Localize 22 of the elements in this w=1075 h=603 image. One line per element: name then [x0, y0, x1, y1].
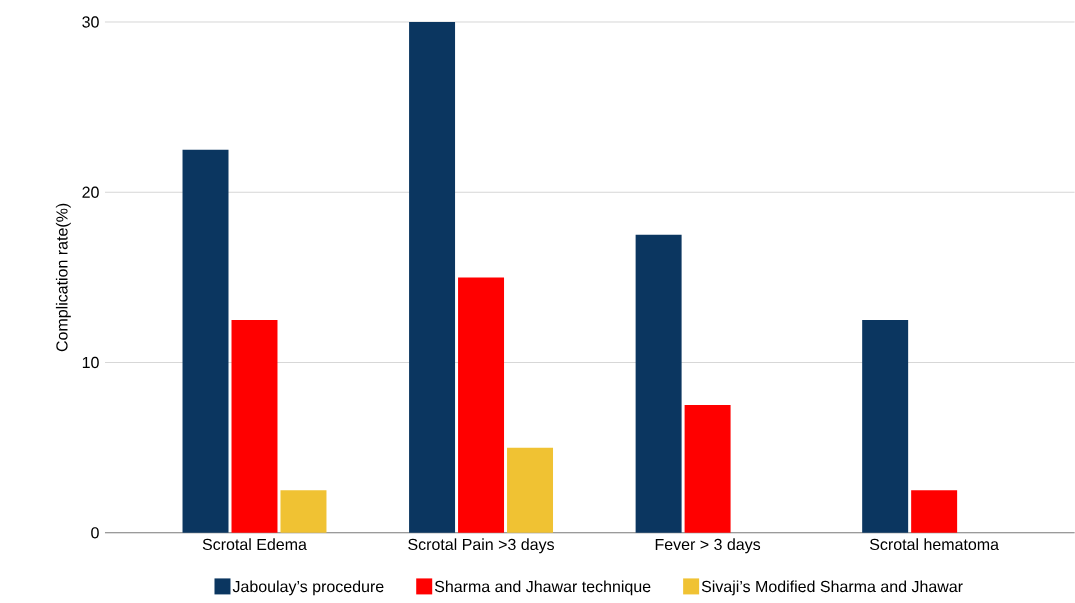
x-tick-label: Scrotal Edema — [202, 538, 307, 551]
bar — [911, 490, 958, 533]
bar — [862, 320, 909, 533]
bar — [507, 447, 554, 533]
bar — [280, 490, 327, 533]
bar — [409, 22, 456, 533]
x-tick-label: Fever > 3 days — [655, 538, 761, 554]
x-tick-label: Scrotal Pain >3 days — [408, 538, 554, 554]
y-tick-label: 30 — [82, 16, 99, 28]
y-tick-label: 10 — [82, 356, 99, 369]
y-axis-title: Complication rate(%) — [55, 203, 71, 352]
bar — [684, 405, 731, 533]
x-tick-label: Scrotal hematoma — [869, 538, 999, 551]
legend-label: Sivaji’s Modified Sharma and Jhawar — [701, 580, 963, 596]
bar — [635, 234, 682, 533]
y-tick-label: 20 — [82, 186, 99, 199]
legend-label: Sharma and Jhawar technique — [434, 580, 651, 596]
y-tick-label: 0 — [91, 527, 99, 539]
bar — [182, 149, 229, 533]
legend-label: Jaboulay’s procedure — [232, 580, 384, 596]
bar — [231, 320, 278, 533]
bar — [458, 277, 505, 533]
